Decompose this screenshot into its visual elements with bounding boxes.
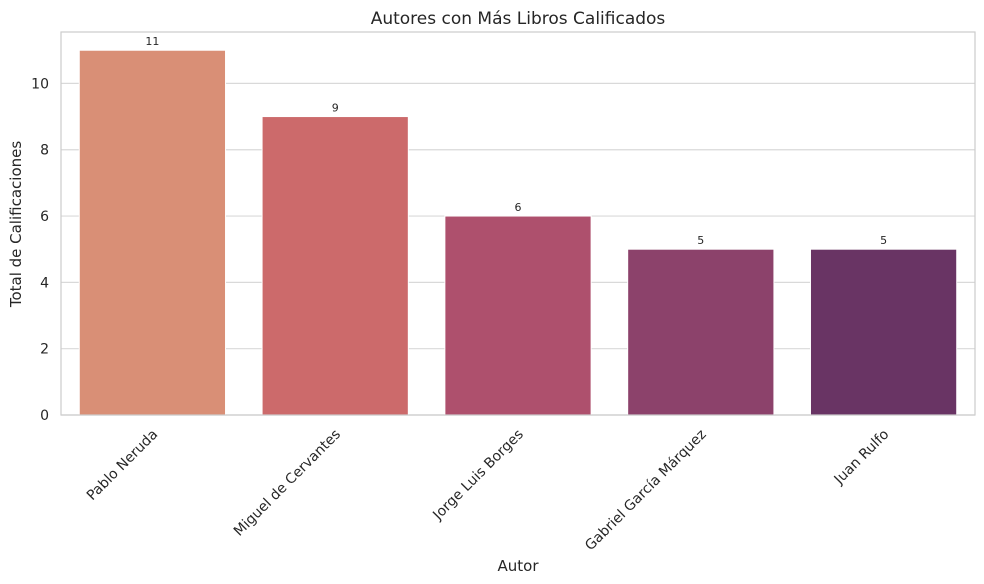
y-tick-label: 2 bbox=[40, 342, 49, 358]
x-tick-label: Pablo Neruda bbox=[84, 427, 161, 504]
bar bbox=[809, 248, 958, 416]
data-label: 5 bbox=[880, 234, 887, 247]
x-tick-labels: Pablo Neruda Miguel de Cervantes Jorge Lui… bbox=[84, 427, 893, 554]
bar bbox=[627, 248, 775, 416]
plot-frame bbox=[60, 31, 976, 416]
bar bbox=[78, 49, 227, 416]
x-tick-label: Miguel de Cervantes bbox=[231, 427, 344, 540]
y-tick-labels: 0 2 4 6 8 10 bbox=[31, 76, 49, 424]
y-axis-label: Total de Calificaciones bbox=[7, 141, 25, 309]
bar bbox=[261, 116, 409, 416]
y-tick-label: 0 bbox=[40, 408, 49, 424]
y-tick-label: 10 bbox=[31, 76, 49, 92]
data-label: 9 bbox=[332, 102, 339, 115]
bar bbox=[444, 215, 592, 416]
x-axis-label: Autor bbox=[498, 557, 540, 575]
y-tick-label: 6 bbox=[40, 209, 49, 225]
data-label: 6 bbox=[515, 201, 522, 214]
chart-title: Autores con Más Libros Calificados bbox=[371, 9, 666, 29]
bars bbox=[78, 49, 958, 416]
x-tick-label: Jorge Luis Borges bbox=[429, 427, 526, 524]
data-label: 5 bbox=[697, 234, 704, 247]
x-tick-label: Juan Rulfo bbox=[831, 427, 893, 489]
x-tick-label: Gabriel García Márquez bbox=[582, 427, 709, 554]
data-labels: 11 9 6 5 5 bbox=[145, 35, 887, 247]
y-tick-label: 4 bbox=[40, 275, 49, 291]
data-label: 11 bbox=[145, 35, 159, 48]
y-tick-label: 8 bbox=[40, 143, 49, 159]
